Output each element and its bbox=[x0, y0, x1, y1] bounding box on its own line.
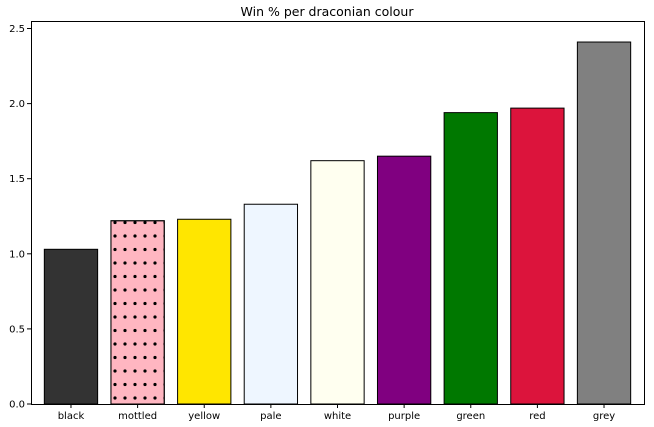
x-tick-label: pale bbox=[260, 411, 281, 422]
x-tick-label: green bbox=[456, 411, 485, 422]
bar-red bbox=[510, 107, 565, 405]
bars-group bbox=[43, 41, 632, 405]
y-tick-label: 2.0 bbox=[9, 99, 25, 110]
bar-yellow bbox=[177, 218, 232, 405]
y-tick-label: 0.5 bbox=[9, 324, 25, 335]
x-tick-label: grey bbox=[593, 411, 615, 422]
y-axis: 0.0 0.5 1.0 1.5 2.0 2.5 bbox=[9, 24, 31, 411]
x-tick-label: white bbox=[324, 411, 351, 422]
x-tick-label: purple bbox=[388, 411, 420, 422]
bar-grey bbox=[576, 41, 632, 405]
bar-white bbox=[310, 160, 365, 405]
y-tick-label: 0.0 bbox=[9, 400, 25, 411]
bar-black bbox=[43, 248, 99, 405]
x-tick-label: black bbox=[58, 411, 85, 422]
plot-frame bbox=[31, 21, 645, 405]
x-tick-label: yellow bbox=[188, 411, 220, 422]
chart-title: Win % per draconian colour bbox=[240, 4, 414, 19]
x-axis: black mottled yellow pale white purple green re… bbox=[58, 404, 615, 422]
bar-purple bbox=[376, 155, 432, 405]
y-tick-label: 2.5 bbox=[9, 24, 25, 35]
bar-pattern-mottled bbox=[110, 220, 165, 405]
bar-green bbox=[443, 112, 498, 405]
bar-pale bbox=[243, 203, 299, 405]
x-tick-label: red bbox=[529, 411, 545, 422]
y-tick-label: 1.0 bbox=[9, 249, 25, 260]
x-tick-label: mottled bbox=[118, 411, 157, 422]
y-tick-label: 1.5 bbox=[9, 174, 25, 185]
